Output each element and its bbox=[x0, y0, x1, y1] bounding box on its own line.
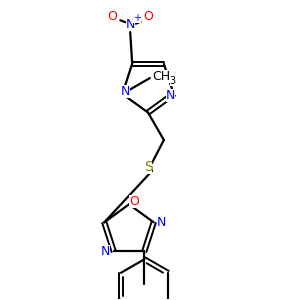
Text: N: N bbox=[166, 89, 175, 102]
Text: 3: 3 bbox=[169, 76, 176, 86]
Text: +: + bbox=[133, 13, 141, 23]
Text: O: O bbox=[143, 10, 153, 23]
Text: N: N bbox=[121, 85, 130, 98]
Text: O: O bbox=[107, 10, 117, 23]
Text: N: N bbox=[101, 245, 110, 258]
Text: N: N bbox=[157, 216, 166, 229]
Text: CH: CH bbox=[153, 70, 171, 83]
Text: N: N bbox=[125, 18, 135, 31]
Text: S: S bbox=[144, 160, 152, 174]
Text: O: O bbox=[129, 195, 139, 208]
